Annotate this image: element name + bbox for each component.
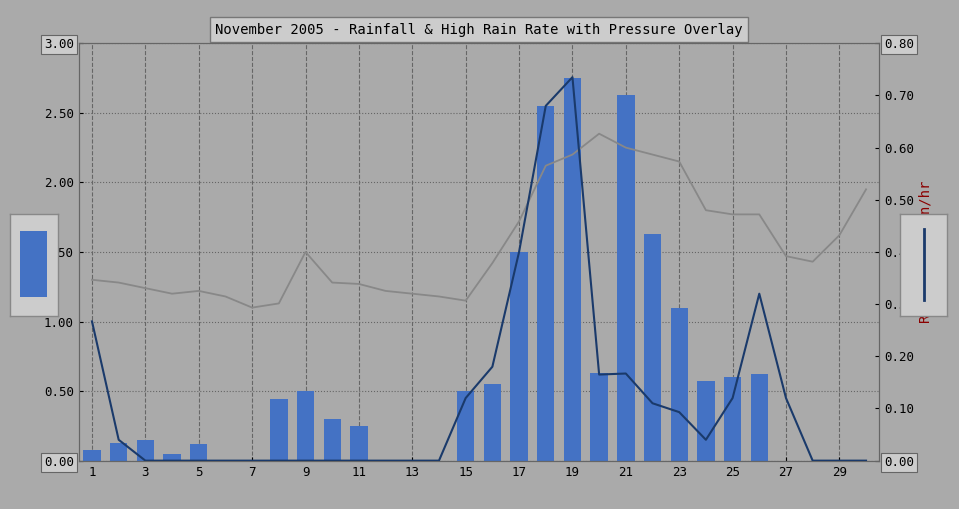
Bar bbox=[537, 106, 554, 461]
Bar bbox=[137, 440, 154, 461]
Bar bbox=[643, 234, 661, 461]
Bar bbox=[297, 391, 315, 461]
Bar bbox=[751, 375, 768, 461]
Bar bbox=[83, 449, 101, 461]
Bar bbox=[163, 454, 180, 461]
Bar bbox=[190, 444, 207, 461]
Bar bbox=[483, 384, 501, 461]
Bar bbox=[724, 377, 741, 461]
Bar bbox=[110, 442, 128, 461]
Bar bbox=[564, 78, 581, 461]
Bar bbox=[20, 231, 47, 297]
Bar bbox=[697, 381, 714, 461]
Bar bbox=[457, 391, 475, 461]
Y-axis label: Rain Rate - in/hr: Rain Rate - in/hr bbox=[919, 181, 932, 323]
Y-axis label: Rain - in: Rain - in bbox=[26, 214, 39, 290]
Bar bbox=[510, 252, 527, 461]
Bar bbox=[270, 400, 288, 461]
Bar bbox=[618, 95, 635, 461]
Bar bbox=[591, 373, 608, 461]
Bar bbox=[350, 426, 367, 461]
Title: November 2005 - Rainfall & High Rain Rate with Pressure Overlay: November 2005 - Rainfall & High Rain Rat… bbox=[215, 22, 743, 37]
Bar bbox=[323, 419, 340, 461]
Bar bbox=[670, 307, 688, 461]
